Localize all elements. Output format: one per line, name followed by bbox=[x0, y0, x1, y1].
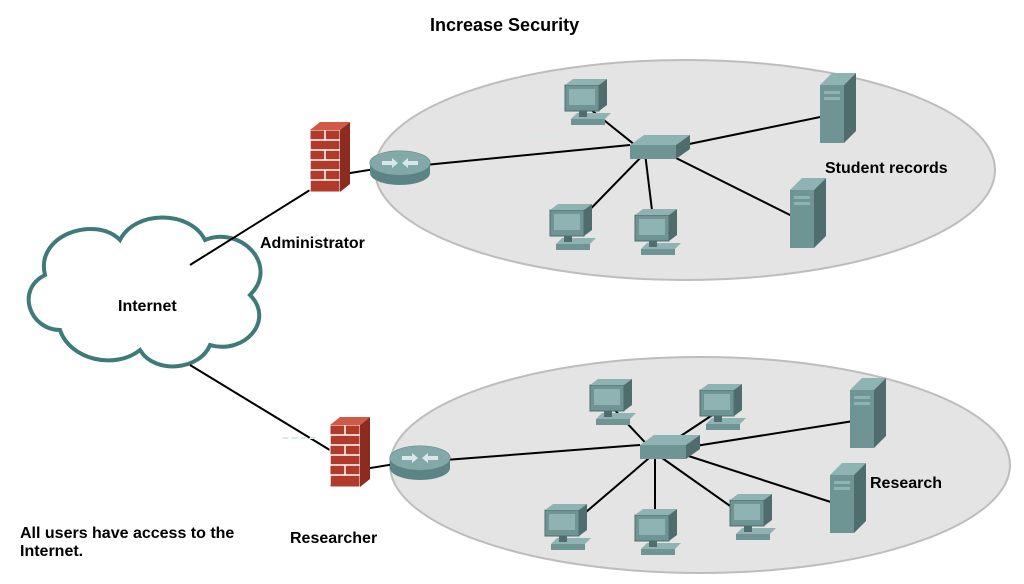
workstation-icon bbox=[590, 379, 636, 425]
internet-label: Internet bbox=[118, 298, 177, 316]
router-icon bbox=[390, 446, 450, 480]
workstation-icon bbox=[550, 204, 596, 250]
workstation-icon bbox=[700, 384, 746, 430]
workstation-icon bbox=[730, 494, 776, 540]
firewall-icon bbox=[310, 122, 350, 192]
footer-note: All users have access to the Internet. bbox=[20, 525, 280, 561]
server-icon bbox=[820, 73, 856, 143]
firewall-icon bbox=[330, 417, 370, 487]
router-icon bbox=[370, 151, 430, 185]
workstation-icon bbox=[635, 209, 681, 255]
workstation-icon bbox=[545, 504, 591, 550]
server-icon bbox=[790, 178, 826, 248]
workstation-icon bbox=[635, 509, 681, 555]
zone-label-research: Research bbox=[870, 475, 942, 493]
workstation-icon bbox=[565, 79, 611, 125]
zone-research bbox=[390, 357, 1010, 573]
firewall-label-admin: Administrator bbox=[260, 235, 365, 253]
diagram-title: Increase Security bbox=[430, 15, 579, 36]
zone-label-admin: Student records bbox=[825, 160, 948, 178]
firewall-label-research: Researcher bbox=[290, 530, 377, 548]
server-icon bbox=[850, 378, 886, 448]
network-svg bbox=[0, 0, 1024, 584]
server-icon bbox=[830, 463, 866, 533]
diagram-stage: Increase Security Internet All users hav… bbox=[0, 0, 1024, 584]
internet-cloud-icon bbox=[29, 218, 261, 367]
